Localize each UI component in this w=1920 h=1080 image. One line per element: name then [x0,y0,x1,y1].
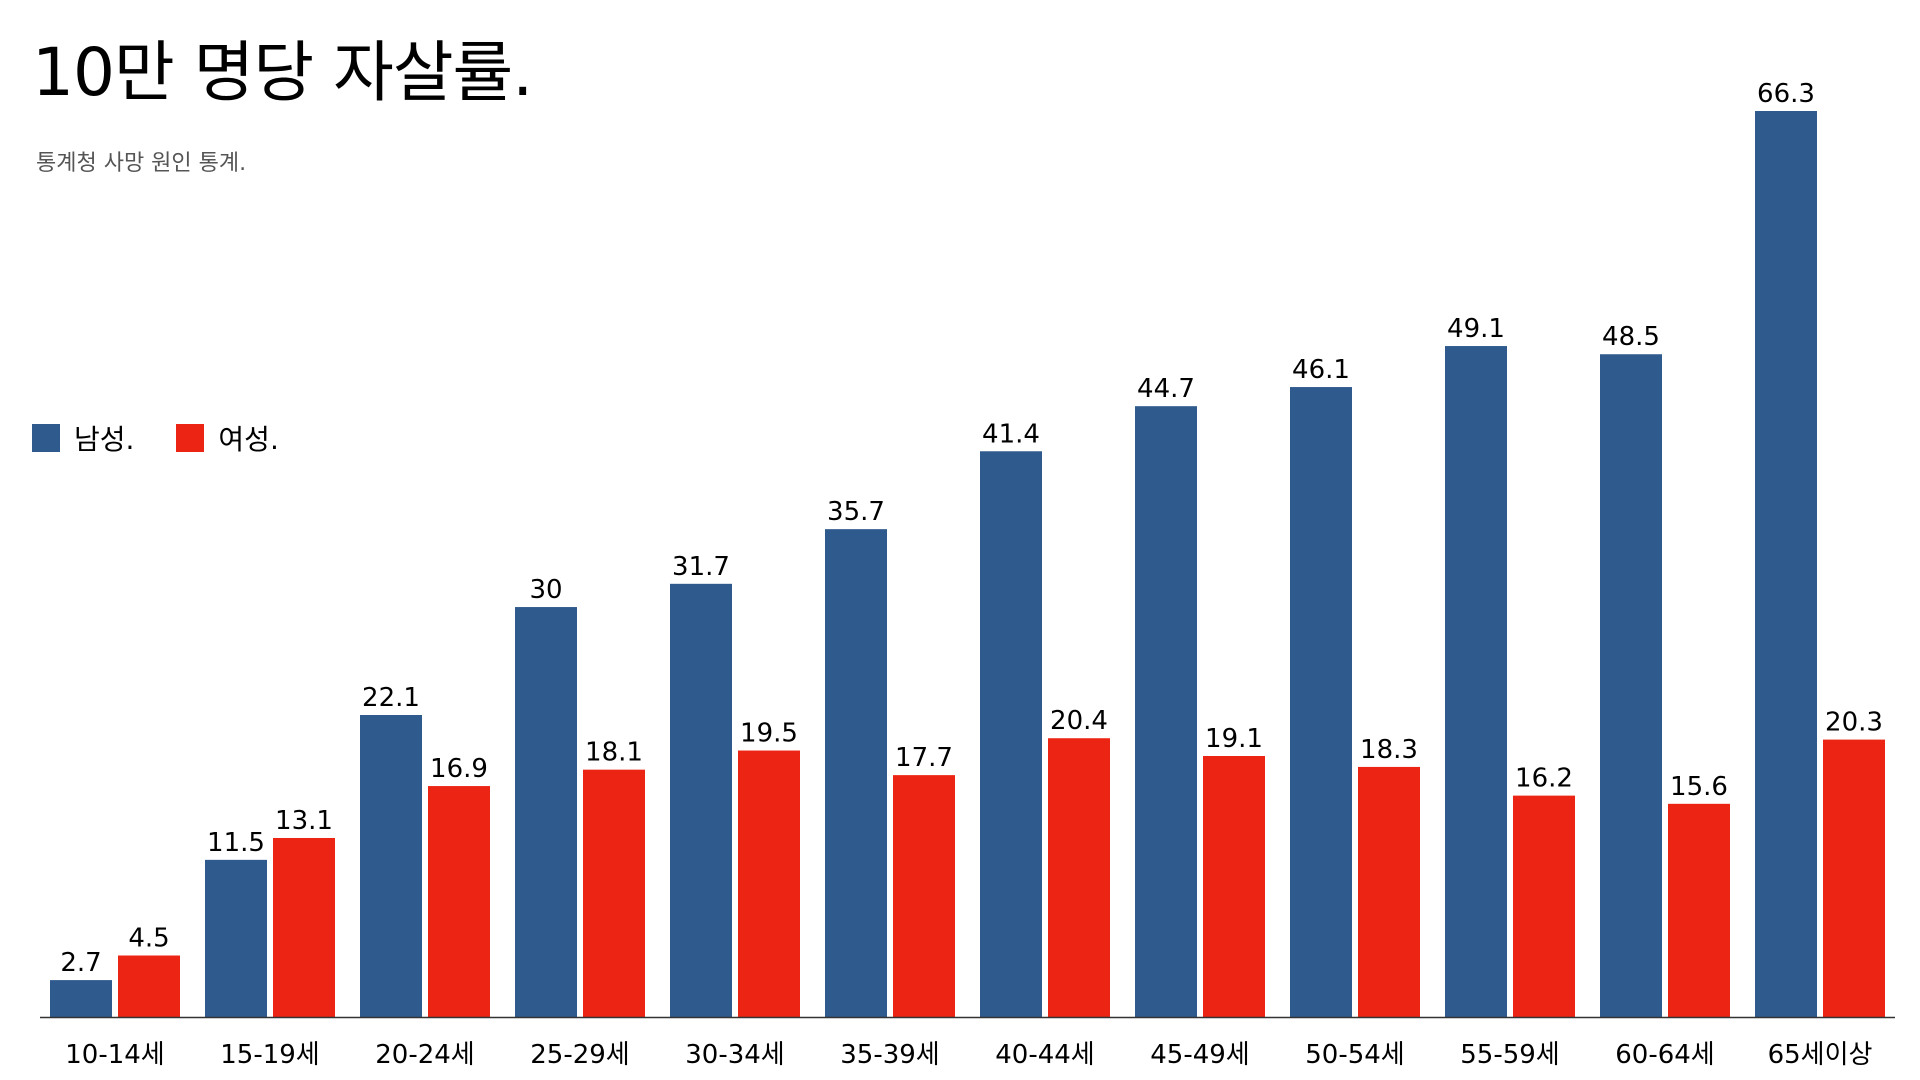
x-tick-label-1: 15-19세 [220,1040,319,1070]
data-label-male-1: 11.5 [207,828,265,858]
bar-female-10 [1668,803,1730,1017]
bar-male-7 [1135,406,1197,1017]
x-tick-label-9: 55-59세 [1460,1040,1559,1070]
data-label-female-8: 18.3 [1360,735,1418,765]
x-tick-label-11: 65세이상 [1768,1040,1873,1070]
data-label-female-2: 16.9 [430,754,488,784]
bar-female-5 [893,775,955,1017]
bar-female-3 [583,769,645,1017]
bar-male-6 [980,451,1042,1017]
bar-female-6 [1048,738,1110,1017]
bar-male-3 [515,607,577,1017]
data-label-male-4: 31.7 [672,552,730,582]
x-tick-label-0: 10-14세 [65,1040,164,1070]
legend-label-male: 남성. [74,423,135,456]
chart-subtitle: 통계청 사망 원인 통계. [36,151,247,176]
bar-male-4 [670,583,732,1017]
chart-title: 10만 명당 자살률. [32,34,533,111]
data-label-male-3: 30 [529,575,562,605]
x-tick-label-10: 60-64세 [1615,1040,1714,1070]
bar-female-4 [738,750,800,1017]
data-label-male-9: 49.1 [1447,314,1505,344]
legend-swatch-male [32,424,60,452]
data-label-female-0: 4.5 [128,924,169,954]
data-label-female-4: 19.5 [740,719,798,749]
bar-female-0 [118,955,180,1017]
x-tick-label-4: 30-34세 [685,1040,784,1070]
data-label-female-5: 17.7 [895,743,953,773]
data-label-male-11: 66.3 [1757,79,1815,109]
bar-male-5 [825,529,887,1017]
bar-female-1 [273,837,335,1017]
legend-swatch-female [176,424,205,452]
data-label-male-0: 2.7 [60,948,101,978]
bar-male-8 [1290,387,1352,1017]
bar-female-2 [428,786,490,1017]
data-label-female-10: 15.6 [1670,772,1728,802]
bar-male-1 [205,859,267,1017]
data-label-female-1: 13.1 [275,806,333,836]
data-label-female-7: 19.1 [1205,724,1263,754]
x-tick-label-6: 40-44세 [995,1040,1094,1070]
data-label-female-6: 20.4 [1050,706,1108,736]
bar-male-2 [360,715,422,1017]
data-label-female-3: 18.1 [585,738,643,768]
data-label-female-11: 20.3 [1825,708,1883,738]
data-label-male-10: 48.5 [1602,322,1660,352]
data-label-female-9: 16.2 [1515,764,1573,794]
data-label-male-5: 35.7 [827,497,885,527]
legend-item-male: 남성. [32,418,134,458]
bar-male-0 [50,980,112,1017]
bar-female-8 [1358,766,1420,1017]
bar-female-11 [1823,739,1885,1017]
legend-item-female: 여성. [176,418,279,458]
bar-female-7 [1203,755,1265,1017]
x-tick-label-5: 35-39세 [840,1040,939,1070]
x-tick-label-7: 45-49세 [1150,1040,1249,1070]
data-label-male-6: 41.4 [982,419,1040,449]
x-tick-label-2: 20-24세 [375,1040,474,1070]
x-tick-label-3: 25-29세 [530,1040,629,1070]
data-label-male-7: 44.7 [1137,374,1195,404]
data-label-male-2: 22.1 [362,683,420,713]
legend-label-female: 여성. [218,423,279,456]
data-label-male-8: 46.1 [1292,355,1350,385]
x-tick-label-8: 50-54세 [1305,1040,1404,1070]
bar-male-9 [1445,346,1507,1017]
bar-male-11 [1755,111,1817,1017]
bar-female-9 [1513,795,1575,1017]
chart-legend: 남성. 여성. [32,418,321,458]
bar-male-10 [1600,354,1662,1017]
